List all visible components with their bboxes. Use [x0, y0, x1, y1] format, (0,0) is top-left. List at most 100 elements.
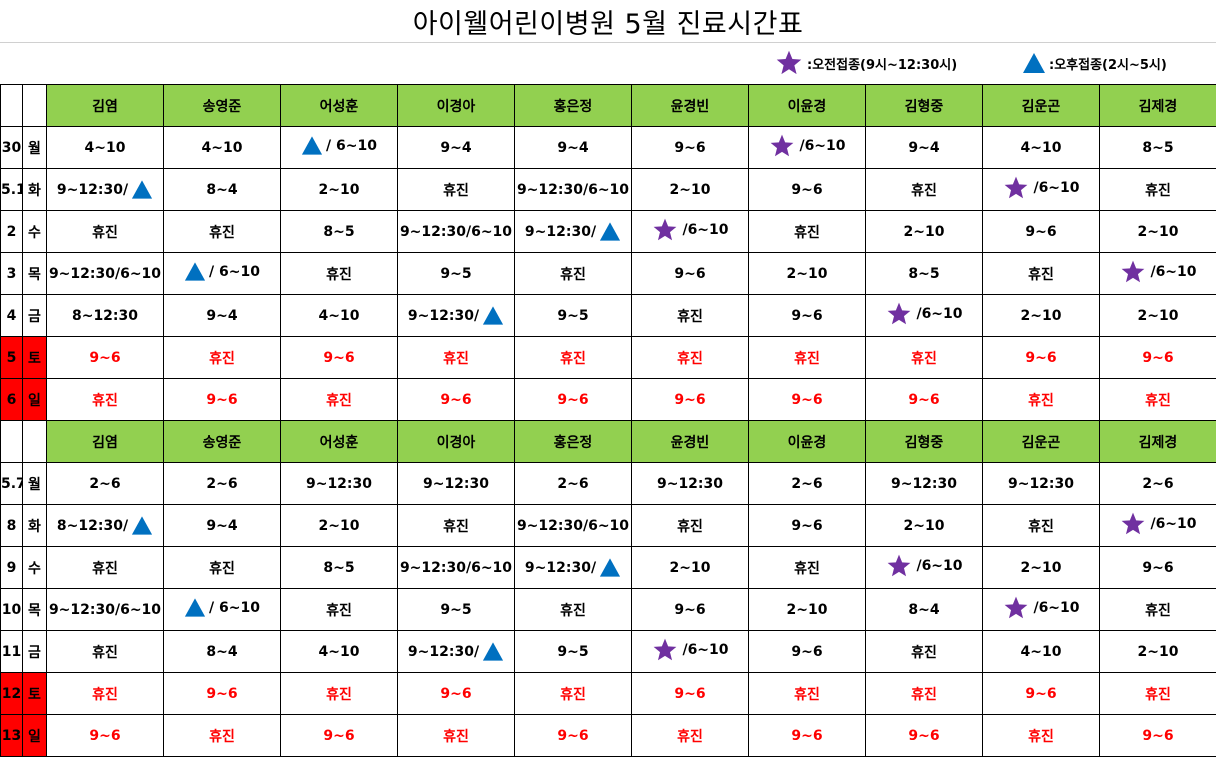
- schedule-cell: 9~6: [865, 714, 983, 757]
- cell-text: 8~4: [206, 181, 238, 198]
- cell-text: 9~6: [206, 685, 238, 702]
- schedule-cell: 9~6: [397, 672, 515, 715]
- schedule-cell: /6~10: [1099, 504, 1216, 547]
- cell-text: 휴진: [209, 350, 235, 367]
- schedule-cell: 9~6: [748, 378, 866, 421]
- title-bar: 아이웰어린이병원 5월 진료시간표: [0, 0, 1216, 43]
- schedule-cell: 9~6: [631, 252, 749, 295]
- cell-text: 9~12:30/6~10: [399, 559, 513, 576]
- cell-text: 9~6: [1025, 685, 1057, 702]
- cell-text: 9~6: [791, 727, 823, 744]
- cell-text: /6~10: [1033, 599, 1080, 616]
- cell-text: 9~6: [323, 349, 355, 366]
- schedule-cell: 휴진: [163, 210, 281, 253]
- legend-bar: :오전접종(9시~12:30시) :오후접종(2시~5시): [0, 42, 1216, 85]
- cell-text: 9~6: [1025, 349, 1057, 366]
- cell-text: 9~6: [557, 727, 589, 744]
- weekday-cell: 금: [22, 630, 47, 673]
- cell-text: 휴진: [209, 560, 235, 577]
- schedule-cell: 2~10: [865, 210, 983, 253]
- schedule-cell: 2~10: [982, 546, 1100, 589]
- cell-text: 휴진: [911, 686, 937, 703]
- cell-text: 휴진: [1028, 518, 1054, 535]
- schedule-cell: 9~6: [748, 504, 866, 547]
- doctor-name: 윤경빈: [631, 84, 749, 127]
- cell-text: 9~6: [1142, 349, 1174, 366]
- doctor-name: 이윤경: [748, 420, 866, 463]
- star-icon: [888, 302, 911, 324]
- cell-text: /6~10: [1150, 263, 1197, 280]
- cell-text: 휴진: [443, 728, 469, 745]
- date-cell: 10: [0, 588, 23, 631]
- schedule-cell: 4~10: [982, 126, 1100, 169]
- schedule-cell: 9~12:30/: [514, 546, 632, 589]
- cell-text: 휴진: [1145, 602, 1171, 619]
- schedule-cell: 8~5: [280, 210, 398, 253]
- date-cell: 11: [0, 630, 23, 673]
- schedule-cell: 2~10: [865, 504, 983, 547]
- cell-text: 9~5: [440, 601, 472, 618]
- schedule-cell: /6~10: [982, 588, 1100, 631]
- table-row: 6 일 휴진 9~6 휴진 9~6 9~6 9~6 9~6 9~6 휴진 휴진: [0, 378, 1216, 421]
- cell-text: 9~12:30: [305, 475, 373, 492]
- cell-text: 9~12:30/6~10: [516, 517, 630, 534]
- table-row: 12 토 휴진 9~6 휴진 9~6 휴진 9~6 휴진 휴진 9~6 휴진: [0, 672, 1216, 715]
- cell-text: 2~10: [786, 265, 828, 282]
- cell-text: 휴진: [1145, 392, 1171, 409]
- schedule-cell: 9~12:30/6~10: [46, 588, 164, 631]
- schedule-cell: 9~12:30/: [514, 210, 632, 253]
- schedule-cell: 9~6: [163, 672, 281, 715]
- schedule-cell: 휴진: [280, 252, 398, 295]
- weekday-cell: 수: [22, 546, 47, 589]
- schedule-cell: 2~10: [280, 504, 398, 547]
- cell-text: 9~6: [206, 391, 238, 408]
- schedule-cell: / 6~10: [163, 252, 281, 295]
- triangle-icon: [131, 180, 153, 199]
- schedule-cell: 9~5: [514, 630, 632, 673]
- star-icon: [1005, 596, 1028, 618]
- schedule-cell: 휴진: [748, 336, 866, 379]
- schedule-table: 김염 송영준 어성훈 이경아 홍은정 윤경빈 이윤경 김형중 김운곤 김제경 30 월 4~10 4~10…: [0, 84, 1216, 757]
- schedule-cell: 휴진: [748, 672, 866, 715]
- cell-text: 2~10: [669, 559, 711, 576]
- cell-text: 9~6: [557, 391, 589, 408]
- cell-text: 9~12:30: [656, 475, 724, 492]
- legend-morning: :오전접종(9시~12:30시): [774, 42, 957, 84]
- cell-text: 2~6: [206, 475, 238, 492]
- cell-text: 2~10: [903, 223, 945, 240]
- cell-text: 9~6: [674, 391, 706, 408]
- cell-text: 9~12:30/6~10: [48, 265, 162, 282]
- schedule-cell: 휴진: [865, 336, 983, 379]
- cell-text: 휴진: [92, 686, 118, 703]
- schedule-cell: /6~10: [748, 126, 866, 169]
- date-cell: 5.1: [0, 168, 23, 211]
- cell-text: 2~10: [786, 601, 828, 618]
- schedule-cell: 9~4: [514, 126, 632, 169]
- schedule-cell: 휴진: [397, 714, 515, 757]
- schedule-cell: 9~6: [865, 378, 983, 421]
- schedule-cell: 4~10: [163, 126, 281, 169]
- date-cell: 3: [0, 252, 23, 295]
- triangle-icon: [599, 222, 621, 241]
- weekday-cell: 일: [22, 714, 47, 757]
- cell-text: 9~6: [791, 517, 823, 534]
- cell-text: 2~6: [1142, 475, 1174, 492]
- schedule-cell: 9~6: [982, 336, 1100, 379]
- date-cell: 2: [0, 210, 23, 253]
- cell-text: 휴진: [560, 350, 586, 367]
- schedule-cell: 휴진: [748, 210, 866, 253]
- triangle-icon: [184, 262, 206, 281]
- cell-text: 9~5: [440, 265, 472, 282]
- schedule-cell: 9~12:30/6~10: [514, 168, 632, 211]
- schedule-cell: 9~4: [163, 294, 281, 337]
- cell-text: 휴진: [1028, 728, 1054, 745]
- schedule-cell: 휴진: [865, 672, 983, 715]
- schedule-cell: 휴진: [748, 546, 866, 589]
- date-cell: 4: [0, 294, 23, 337]
- cell-text: 휴진: [794, 350, 820, 367]
- star-icon: [888, 554, 911, 576]
- cell-text: 휴진: [911, 644, 937, 661]
- cell-text: 9~4: [557, 139, 589, 156]
- schedule-cell: 휴진: [397, 336, 515, 379]
- cell-text: 4~10: [84, 139, 126, 156]
